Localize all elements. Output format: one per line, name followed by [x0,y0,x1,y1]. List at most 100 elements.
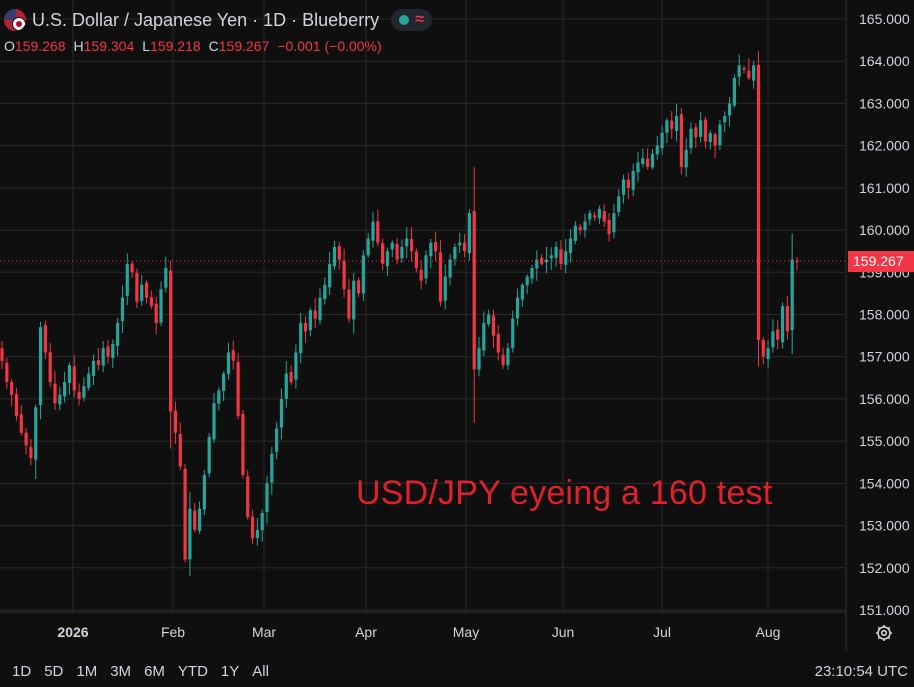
candle [188,491,192,577]
candle [790,233,794,355]
x-tick-label: Mar [252,624,276,640]
candle [458,232,462,253]
candle [583,213,587,238]
candle [785,295,789,340]
candle [742,65,746,74]
candle [438,240,443,307]
candle [631,163,635,197]
candle [462,234,467,258]
candle [511,310,515,353]
candle [578,224,582,235]
low-value: 159.218 [150,38,201,54]
x-axis[interactable]: 2026 Feb Mar Apr May Jun Jul Aug [57,624,780,640]
candle [646,148,650,170]
low-label: L [142,38,151,54]
candle [718,119,722,150]
close-value: 159.267 [218,38,270,54]
candle [385,247,390,277]
candle [448,253,452,286]
candle [732,74,736,108]
candle [236,353,240,420]
candle [265,475,269,524]
candle [708,129,712,150]
candle [226,342,231,380]
chart-annotation[interactable]: USD/JPY eyeing a 160 test [356,474,773,512]
timeframe-all[interactable]: All [252,662,269,680]
candle [776,320,780,350]
candle [149,290,153,310]
candle [173,401,178,444]
candle [771,319,775,353]
timeframe-5d[interactable]: 5D [44,662,64,680]
candle [641,148,645,168]
candle [496,325,500,361]
timeframe-3m[interactable]: 3M [110,662,132,680]
candle [260,509,264,542]
candle [467,209,471,261]
candle [477,337,481,377]
candle [217,387,221,411]
candle [328,251,332,295]
candle [197,501,202,534]
wave-icon: ≈ [415,11,424,28]
candle [752,60,756,89]
market-open-icon [399,15,410,25]
timeframe-1m[interactable]: 1M [76,662,98,680]
candle [10,379,14,407]
candle [125,253,129,306]
candle [323,277,327,305]
candle [356,277,361,298]
candle [376,209,380,246]
candle [727,97,732,127]
candle [554,241,558,267]
y-tick-label: 163.000 [859,95,910,111]
timeframe-ytd[interactable]: YTD [177,662,208,680]
x-tick-label: Aug [756,624,781,640]
y-tick-label: 161.000 [859,180,910,196]
gear-icon[interactable] [874,623,894,643]
candle [183,464,187,563]
close-label: C [208,38,219,54]
candle [337,241,341,270]
candle [520,282,524,307]
candle [130,261,134,278]
candle [270,446,274,495]
timeframe-1d[interactable]: 1D [12,662,32,680]
candle [106,339,110,364]
symbol-title[interactable]: U.S. Dollar / Japanese Yen · 1D · Bluebe… [32,9,380,30]
y-tick-label: 164.000 [859,53,910,69]
candle [342,248,346,298]
candle [395,238,399,265]
candle [795,257,799,271]
candle [255,518,259,546]
candle [318,288,322,325]
candle [674,103,679,142]
candle [612,203,616,239]
candle [275,421,279,460]
y-axis[interactable]: 151.000 152.000 153.000 154.000 155.000 156.0… [859,11,910,618]
candle [332,240,337,271]
candle [308,307,312,337]
candle [91,354,96,386]
candle [246,470,250,520]
candle [77,383,81,406]
candle [207,433,211,478]
utc-clock[interactable]: 23:10:54 UTC [814,663,908,680]
candle [140,275,144,306]
timeframe-1y[interactable]: 1Y [220,662,240,680]
candle [761,336,765,365]
candle [366,232,370,258]
candle [747,58,751,81]
candle [703,116,708,149]
candle [87,366,91,391]
candle [409,227,414,262]
candle [491,309,496,349]
candle [472,167,476,423]
timeframe-selector: 1D 5D 1M 3M 6M YTD 1Y All [0,663,269,680]
candle [34,404,38,479]
status-pill[interactable]: ≈ [391,9,432,31]
timeframe-6m[interactable]: 6M [144,662,165,680]
candle [135,268,139,309]
